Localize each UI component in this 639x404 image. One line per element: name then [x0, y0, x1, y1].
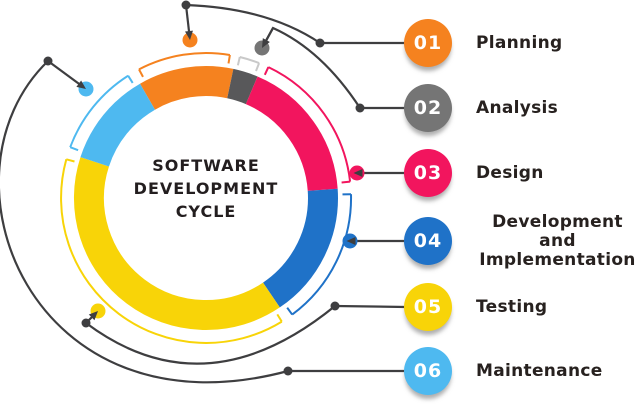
bracket-testing	[60, 159, 283, 344]
bracket-analysis	[239, 56, 260, 65]
donut-segment-design	[245, 76, 338, 192]
donut-segment-testing	[73, 157, 280, 331]
cycle-step-maintenance: 06 Maintenance	[404, 347, 603, 395]
marker-arrow-planning	[185, 30, 193, 40]
step-label: Analysis	[476, 97, 559, 118]
step-number-badge-analysis: 02	[404, 84, 452, 132]
marker-arrow-design	[353, 169, 363, 177]
connector-line-testing	[334, 304, 407, 309]
bracket-maintenance	[69, 74, 129, 148]
step-number-badge-testing: 05	[404, 283, 452, 331]
connector-dot-maintenance	[43, 56, 53, 66]
cycle-step-testing: 05 Testing	[404, 283, 547, 331]
marker-arrow-development	[346, 237, 356, 245]
step-number: 02	[413, 97, 443, 119]
step-number: 01	[413, 32, 443, 54]
connector-dot-testing	[81, 318, 91, 328]
marker-arrow-analysis	[262, 38, 270, 48]
step-number-badge-development: 04	[404, 217, 452, 265]
bracket-tick-planning	[227, 54, 231, 64]
connector-dot-planning	[181, 0, 191, 10]
cycle-step-planning: 01 Planning	[404, 19, 562, 67]
connector-dot-maintenance	[283, 366, 293, 376]
bracket-tick-maintenance	[69, 146, 79, 152]
cycle-step-design: 03 Design	[404, 149, 544, 197]
step-label: Planning	[476, 32, 563, 53]
step-number: 03	[413, 162, 443, 184]
donut-center-title: SOFTWARE DEVELOPMENT CYCLE	[133, 156, 279, 221]
step-number: 04	[413, 230, 443, 252]
donut-segment-planning	[140, 66, 234, 110]
bracket-tick-planning	[138, 68, 144, 78]
connector-curve-planning	[185, 3, 321, 44]
bracket-tick-testing	[276, 313, 283, 323]
connector-dot-analysis	[355, 103, 365, 113]
bracket-tick-development	[286, 307, 294, 316]
bracket-tick-design	[341, 180, 351, 184]
donut-segment-development	[262, 188, 338, 308]
cycle-step-development: 04 Development and Implementation	[404, 212, 639, 269]
connector-curve-analysis	[261, 26, 361, 109]
connector-dot-planning	[315, 38, 325, 48]
cycle-step-analysis: 02 Analysis	[404, 84, 558, 132]
step-number-badge-planning: 01	[404, 19, 452, 67]
donut-segment-maintenance	[80, 83, 156, 167]
step-number-badge-design: 03	[404, 149, 452, 197]
bracket-tick-testing	[66, 158, 75, 163]
step-number: 05	[413, 296, 443, 318]
bracket-planning	[138, 52, 231, 71]
bracket-tick-design	[263, 66, 270, 76]
bracket-tick-maintenance	[127, 75, 134, 84]
marker-arrow-testing	[88, 311, 98, 321]
step-label: Maintenance	[476, 360, 603, 381]
step-label: Development and Implementation	[479, 211, 636, 270]
step-label: Design	[476, 162, 544, 183]
donut-segment-analysis	[226, 68, 258, 105]
connector-dot-testing	[330, 301, 340, 311]
connector-curve-maintenance	[0, 60, 289, 384]
bracket-design	[267, 66, 352, 182]
marker-arrow-maintenance	[76, 80, 86, 89]
step-number: 06	[413, 360, 443, 382]
connector-curve-testing	[85, 305, 336, 365]
bracket-tick-analysis	[236, 56, 241, 66]
step-number-badge-maintenance: 06	[404, 347, 452, 395]
bracket-development	[291, 194, 353, 316]
step-label: Testing	[476, 296, 548, 317]
bracket-tick-analysis	[255, 62, 261, 72]
